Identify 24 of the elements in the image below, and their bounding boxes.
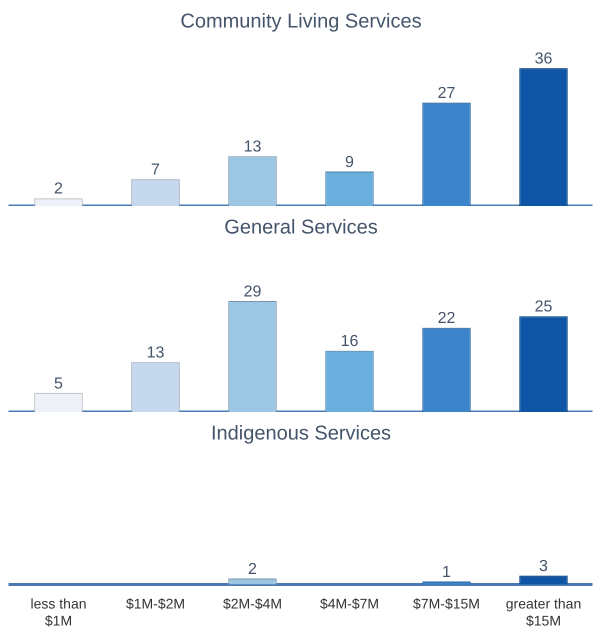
data-label: 5 xyxy=(54,375,64,392)
data-label: 2 xyxy=(248,560,258,578)
x-tick-label: $4M-$7M xyxy=(320,596,380,612)
data-label: 13 xyxy=(146,344,164,362)
chart-title: Indigenous Services xyxy=(210,422,392,445)
data-label: 13 xyxy=(244,138,262,156)
x-tick-label: less than $1M xyxy=(30,596,87,628)
data-label: 16 xyxy=(340,333,358,350)
data-label: 36 xyxy=(534,50,552,68)
data-label: 29 xyxy=(244,283,262,300)
data-label: 25 xyxy=(534,298,552,316)
x-tick-label: $1M-$2M xyxy=(126,596,186,612)
data-label: 9 xyxy=(345,154,354,171)
x-tick-label: greater than $15M xyxy=(506,596,582,628)
data-label: 1 xyxy=(442,564,452,581)
data-label: 7 xyxy=(151,162,160,179)
chart-title: Community Living Services xyxy=(180,10,422,33)
chart-title: General Services xyxy=(224,216,378,239)
data-label: 27 xyxy=(438,85,456,102)
data-label: 22 xyxy=(438,310,456,328)
data-label: 2 xyxy=(54,180,64,198)
x-tick-label: $2M-$4M xyxy=(222,596,282,612)
data-label: 3 xyxy=(539,558,548,576)
x-tick-label: $7M-$15M xyxy=(413,596,480,612)
